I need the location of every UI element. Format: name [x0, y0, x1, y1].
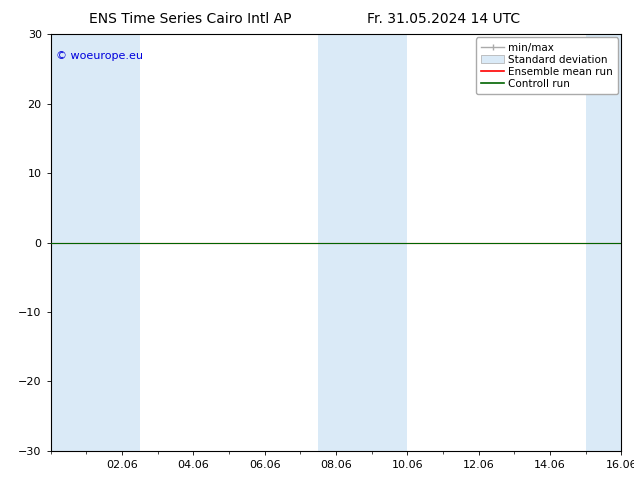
- Text: ENS Time Series Cairo Intl AP: ENS Time Series Cairo Intl AP: [89, 12, 292, 26]
- Bar: [586, 34, 621, 451]
- Legend: min/max, Standard deviation, Ensemble mean run, Controll run: min/max, Standard deviation, Ensemble me…: [476, 37, 618, 94]
- Text: Fr. 31.05.2024 14 UTC: Fr. 31.05.2024 14 UTC: [367, 12, 521, 26]
- Text: © woeurope.eu: © woeurope.eu: [56, 51, 143, 61]
- Bar: [318, 34, 407, 451]
- Bar: [51, 34, 140, 451]
